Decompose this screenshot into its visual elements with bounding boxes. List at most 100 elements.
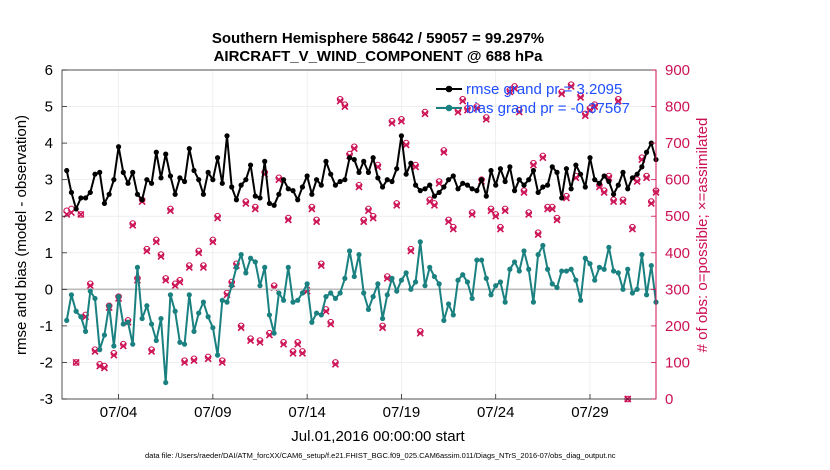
rmse-point xyxy=(398,133,405,139)
obs-assimilated-point xyxy=(416,329,424,337)
rmse-point xyxy=(87,189,93,196)
obs-assimilated-point xyxy=(468,210,476,218)
rmse-point xyxy=(233,197,240,203)
rmse-point xyxy=(559,195,565,201)
bias-point xyxy=(153,337,159,344)
rmse-point xyxy=(408,160,414,166)
x-axis-label: Jul.01,2016 00:00:00 start xyxy=(291,428,465,445)
bias-point xyxy=(507,266,513,272)
obs-assimilated-point xyxy=(511,84,519,92)
axes-box xyxy=(61,69,657,400)
legend: rmse grand pr = 3.2095 bias grand pr = -… xyxy=(436,81,630,117)
rmse-point xyxy=(229,184,235,190)
bias-point xyxy=(436,281,442,287)
bias-point xyxy=(502,299,508,305)
rmse-point xyxy=(441,184,447,190)
bias-point xyxy=(427,264,433,270)
rmse-point xyxy=(379,184,386,190)
obs-assimilated-point xyxy=(157,252,165,260)
y2-tick-label: 700 xyxy=(665,135,690,152)
rmse-point xyxy=(111,177,117,183)
obs-assimilated-point xyxy=(614,97,622,105)
obs-assimilated-point xyxy=(77,210,85,218)
rmse-point xyxy=(191,167,197,174)
obs-assimilated-point xyxy=(336,97,344,105)
rmse-point xyxy=(130,169,136,175)
rmse-point xyxy=(634,171,640,177)
rmse-point xyxy=(205,169,211,175)
obs-assimilated-point xyxy=(619,198,627,206)
obs-possible-point xyxy=(72,359,80,366)
rmse-point xyxy=(290,188,296,194)
rmse-point xyxy=(120,169,126,175)
rmse-point xyxy=(332,182,339,188)
obs-assimilated-point xyxy=(449,225,457,233)
rmse-point xyxy=(172,191,178,197)
legend-entry-bias: bias grand pr = -0.37567 xyxy=(436,100,630,117)
bias-point xyxy=(601,266,607,272)
rmse-point xyxy=(502,178,508,185)
bias-point xyxy=(450,312,456,318)
bias-point xyxy=(68,292,75,298)
rmse-point xyxy=(389,178,395,185)
obs-assimilated-point xyxy=(355,183,363,191)
bias-point xyxy=(82,328,89,334)
rmse-point xyxy=(629,175,636,181)
bias-point xyxy=(549,281,555,287)
obs-assimilated-point xyxy=(600,188,608,197)
rmse-point xyxy=(295,197,301,203)
rmse-point xyxy=(625,186,631,192)
obs-assimilated-point xyxy=(459,97,467,105)
rmse-point xyxy=(478,177,485,183)
bias-point xyxy=(417,239,423,245)
bias-point xyxy=(290,299,296,305)
bias-point xyxy=(332,295,339,302)
bias-point xyxy=(592,277,598,283)
y-tick-label: -3 xyxy=(40,391,53,408)
bias-point xyxy=(441,317,447,324)
rmse-point xyxy=(106,191,112,197)
rmse-point xyxy=(549,164,555,170)
legend-bias-label: bias grand pr = -0.37567 xyxy=(466,100,630,117)
y-tick-label: 5 xyxy=(45,99,53,116)
rmse-point xyxy=(313,177,320,183)
bias-point xyxy=(224,299,230,305)
rmse-point xyxy=(639,164,645,170)
y-tick-label: 2 xyxy=(45,208,53,225)
obs-assimilated-point xyxy=(534,230,542,239)
bias-point xyxy=(318,312,324,318)
obs-assimilated-point xyxy=(463,106,471,114)
y-axis-label: rmse and bias (model - observation) xyxy=(13,115,30,355)
obs-assimilated-point xyxy=(473,104,481,112)
bias-point xyxy=(304,281,310,287)
rmse-point xyxy=(427,182,433,188)
rmse-point xyxy=(606,178,612,185)
rmse-point xyxy=(318,182,324,188)
plot-area xyxy=(62,81,660,403)
right-axis: 0 100 200 300 400 500 600 700 800 900 xyxy=(651,62,690,408)
rmse-point xyxy=(535,189,541,196)
rmse-point xyxy=(643,149,650,155)
obs-assimilated-point xyxy=(562,194,570,202)
rmse-point xyxy=(445,177,452,183)
rmse-point xyxy=(460,180,466,186)
bias-point xyxy=(375,281,381,287)
obs-assimilated-point xyxy=(360,218,368,226)
bias-point xyxy=(158,315,164,322)
obs-assimilated-point xyxy=(430,201,438,209)
rmse-point xyxy=(511,188,518,194)
x-tick-label: 07/19 xyxy=(383,404,421,421)
rmse-point xyxy=(563,166,570,172)
rmse-point xyxy=(346,155,353,161)
y2-tick-label: 800 xyxy=(665,99,690,116)
obs-assimilated-point xyxy=(388,119,396,127)
rmse-point xyxy=(507,164,513,170)
bias-point xyxy=(120,321,126,327)
bias-point xyxy=(243,270,249,276)
obs-assimilated-point xyxy=(643,174,651,182)
bias-point xyxy=(606,244,612,250)
obs-assimilated-point xyxy=(298,349,306,357)
rmse-point xyxy=(337,178,343,185)
obs-assimilated-point xyxy=(209,238,217,246)
legend-bias-marker xyxy=(445,104,453,112)
